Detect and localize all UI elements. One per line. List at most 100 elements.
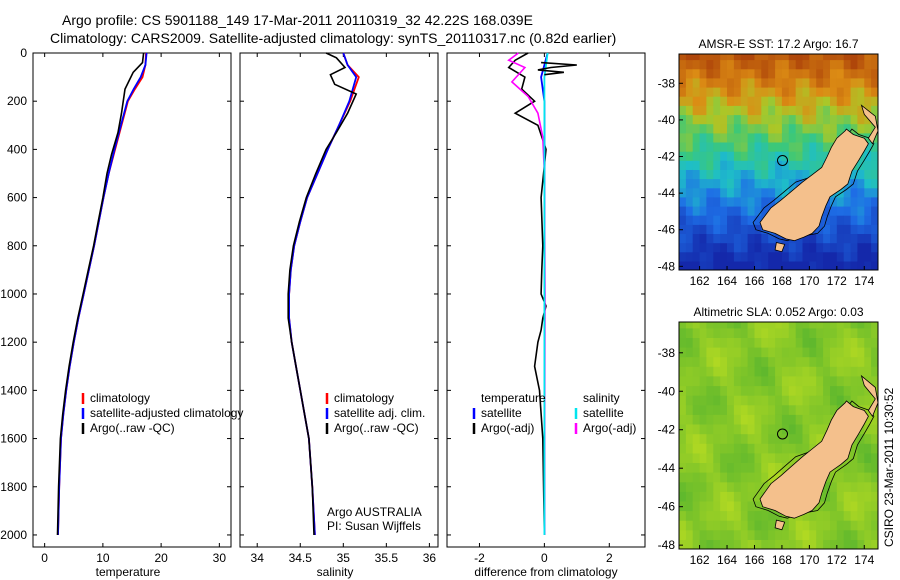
sla_map-cell bbox=[685, 395, 694, 406]
sla_map-cell bbox=[795, 347, 804, 358]
sla_map-cell bbox=[816, 347, 824, 358]
sst_map-cell bbox=[830, 54, 838, 61]
sst_map-cell bbox=[720, 260, 728, 270]
sst_map-cell bbox=[864, 123, 872, 134]
sst_map-cell bbox=[692, 169, 701, 180]
sst_map-cell bbox=[713, 54, 721, 61]
sla_map-cell bbox=[836, 356, 845, 367]
sla_map-cell bbox=[747, 491, 756, 502]
sla_map-cell bbox=[685, 424, 694, 435]
sla_map-cell bbox=[850, 491, 859, 502]
sla_map-cell bbox=[727, 472, 735, 483]
sla_map-cell bbox=[720, 491, 728, 502]
sst_map-cell bbox=[761, 151, 769, 161]
sla_map-cell bbox=[713, 385, 721, 396]
temperature-legend-label: satellite-adjusted climatology bbox=[90, 406, 243, 420]
sst_map-cell bbox=[857, 169, 865, 180]
sla_map-cell bbox=[802, 529, 810, 540]
sst_map-cell bbox=[775, 114, 783, 125]
sst_map-cell bbox=[740, 260, 749, 270]
sst_map-cell bbox=[857, 54, 865, 61]
sla_map-cell bbox=[733, 443, 742, 454]
sst_map-cell bbox=[747, 132, 756, 143]
sst_map-cell bbox=[795, 96, 804, 106]
sla_map-cell bbox=[871, 424, 878, 435]
sla_map-cell bbox=[802, 443, 810, 454]
sst_map-cell bbox=[733, 105, 742, 116]
sst_map-cell bbox=[809, 233, 817, 244]
sst_map-cell bbox=[816, 96, 824, 106]
sst_map-cell bbox=[706, 160, 714, 170]
sst_map-cell bbox=[740, 242, 749, 253]
sst_map-cell bbox=[850, 123, 859, 134]
sst_map-cell bbox=[795, 242, 804, 253]
sst_map-cell bbox=[781, 86, 790, 97]
sst_map-cell bbox=[699, 224, 708, 234]
temperature-panel: 0 200 400 600 800 1000 1200 1400 1600 1800 2000 0 10… bbox=[0, 46, 232, 579]
sla_map-cell bbox=[692, 414, 701, 425]
sla_map-cell bbox=[692, 424, 701, 435]
sst_map-cell bbox=[713, 132, 721, 143]
sst_map-cell bbox=[836, 114, 845, 125]
sst_map-cell bbox=[733, 160, 742, 170]
sla_map-cell bbox=[843, 520, 852, 531]
sla_map-cell bbox=[788, 375, 797, 387]
sst_map-cell bbox=[823, 86, 831, 97]
sla_map-cell bbox=[706, 500, 714, 512]
sst_map-cell bbox=[692, 233, 701, 244]
sla_map-cell bbox=[809, 366, 817, 377]
timestamp-stamp: CSIRO 23-Mar-2011 10:30:52 bbox=[882, 387, 896, 547]
sla_map-cell bbox=[720, 356, 728, 367]
sst_map-cell bbox=[727, 96, 735, 106]
temperature-xtick-label: 10 bbox=[96, 551, 110, 565]
sla_map-cell bbox=[850, 395, 859, 406]
sla_map-cell bbox=[692, 500, 701, 512]
sla_map-cell bbox=[747, 404, 756, 415]
sla_map-cell bbox=[740, 462, 749, 473]
sla_map-cell bbox=[809, 520, 817, 531]
sst_map-cell bbox=[733, 114, 742, 125]
sst_map-cell bbox=[754, 54, 762, 61]
sla_map-cell bbox=[727, 433, 735, 444]
sst_map-cell bbox=[788, 59, 797, 70]
sla_map-xtick-label: 168 bbox=[772, 553, 792, 567]
sla_map-cell bbox=[754, 481, 762, 492]
sla_map-cell bbox=[727, 510, 735, 521]
sst_map-cell bbox=[775, 54, 783, 61]
sla_map-frame bbox=[678, 321, 879, 550]
sla_map-cell bbox=[795, 356, 804, 367]
sst_map-cell bbox=[720, 178, 728, 189]
sst_map-cell bbox=[802, 86, 810, 97]
sla_map-cell bbox=[768, 366, 776, 377]
sla_map-cell bbox=[850, 322, 859, 329]
sla_map-cell bbox=[699, 491, 708, 502]
sst_map-cell bbox=[816, 151, 824, 161]
sst_map-cell bbox=[802, 132, 810, 143]
sst_map-cell bbox=[768, 68, 776, 79]
sla_map-cell bbox=[713, 347, 721, 358]
sst_map-cell bbox=[768, 86, 776, 97]
sst_map-cell bbox=[857, 178, 865, 189]
sst_map-cell bbox=[706, 151, 714, 161]
sst_map-cell bbox=[795, 260, 804, 270]
sla_map-cell bbox=[692, 491, 701, 502]
sst_map-cell bbox=[802, 59, 810, 70]
sla_map-cell bbox=[850, 520, 859, 531]
sla_map-cell bbox=[781, 462, 790, 473]
sst_map-cell bbox=[871, 96, 878, 106]
sla_map-cell bbox=[788, 539, 797, 549]
sst_map-cell bbox=[871, 77, 878, 88]
sla_map-cell bbox=[823, 491, 831, 502]
sla_map-cell bbox=[871, 510, 878, 521]
sst_map-cell bbox=[747, 233, 756, 244]
sla_map-cell bbox=[699, 472, 708, 483]
sst_map-cell bbox=[823, 68, 831, 79]
sla_map-cell bbox=[775, 327, 783, 338]
sla_map-cell bbox=[843, 337, 852, 348]
sst_map-cell bbox=[781, 59, 790, 70]
sla_map-cell bbox=[781, 385, 790, 396]
sla_map-cell bbox=[720, 520, 728, 531]
temperature-xtick-label: 20 bbox=[154, 551, 168, 565]
sla_map-cell bbox=[720, 452, 728, 463]
sst_map-cell bbox=[720, 233, 728, 244]
